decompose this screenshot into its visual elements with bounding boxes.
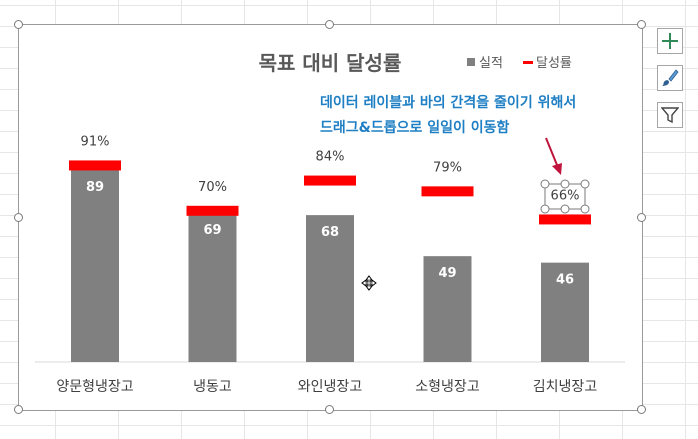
bar-data-label[interactable]: 68 [321, 225, 339, 240]
chart-title[interactable]: 목표 대비 달성률 [259, 51, 402, 75]
resize-handle[interactable] [637, 213, 646, 222]
resize-handle[interactable] [14, 20, 23, 29]
chart-elements-button[interactable] [657, 28, 683, 54]
achievement-marker-2[interactable] [186, 205, 239, 216]
legend-label-bar: 실적 [479, 56, 503, 71]
legend-swatch-bar [467, 58, 475, 66]
annotation-line-1: 데이터 레이블과 바의 간격을 줄이기 위해서 [320, 94, 576, 111]
annotation-arrow [545, 137, 562, 175]
chart-styles-button[interactable] [657, 65, 683, 91]
funnel-icon [661, 107, 679, 124]
category-label: 와인냉장고 [298, 379, 363, 395]
bar-5[interactable] [541, 262, 589, 362]
move-cursor-icon [361, 275, 377, 291]
marker-data-label[interactable]: 84% [316, 150, 345, 165]
marker-data-label[interactable]: 66% [551, 188, 580, 203]
achievement-marker-1[interactable] [69, 160, 121, 171]
achievement-marker-5[interactable] [539, 214, 591, 225]
legend-swatch-marker [523, 61, 533, 64]
bar-data-label[interactable]: 69 [203, 223, 221, 238]
selection-handle[interactable] [540, 179, 550, 189]
resize-handle[interactable] [14, 405, 23, 414]
selection-handle[interactable] [580, 204, 590, 214]
category-label: 소형냉장고 [415, 379, 480, 395]
selection-handle[interactable] [580, 179, 590, 189]
achievement-marker-4[interactable] [421, 186, 474, 197]
annotation-line-2: 드래그&드롭으로 일일이 이동함 [320, 119, 510, 136]
plot-marks: 89 91% 양문형냉장고 69 70% 냉동고 68 84% 와인냉장고 49 79% 소형냉장고 4… [56, 134, 597, 395]
resize-handle[interactable] [637, 405, 646, 414]
paintbrush-icon [662, 69, 679, 86]
chart-filters-button[interactable] [657, 102, 683, 128]
bar-4[interactable] [423, 256, 472, 362]
selection-handle[interactable] [560, 179, 570, 189]
achievement-marker-3[interactable] [304, 175, 356, 186]
marker-data-label[interactable]: 70% [198, 180, 227, 195]
selection-handle[interactable] [540, 204, 550, 214]
bar-1[interactable] [71, 169, 119, 362]
bar-data-label[interactable]: 49 [438, 266, 456, 281]
selection-handle[interactable] [560, 204, 570, 214]
category-label: 김치냉장고 [533, 379, 598, 395]
selected-label-box[interactable] [540, 179, 590, 214]
legend-label-marker: 달성률 [536, 56, 572, 71]
resize-handle[interactable] [325, 20, 334, 29]
category-label: 냉동고 [193, 379, 232, 395]
category-label: 양문형냉장고 [56, 379, 133, 395]
plus-icon [662, 33, 678, 49]
marker-data-label[interactable]: 91% [81, 134, 110, 149]
bar-3[interactable] [306, 215, 354, 362]
legend[interactable]: 실적 달성률 [467, 56, 572, 71]
resize-handle[interactable] [325, 405, 334, 414]
resize-handle[interactable] [14, 213, 23, 222]
bar-data-label[interactable]: 46 [556, 273, 574, 288]
bar-2[interactable] [188, 212, 237, 362]
marker-data-label[interactable]: 79% [433, 160, 462, 175]
bar-data-label[interactable]: 89 [86, 180, 104, 195]
resize-handle[interactable] [637, 20, 646, 29]
